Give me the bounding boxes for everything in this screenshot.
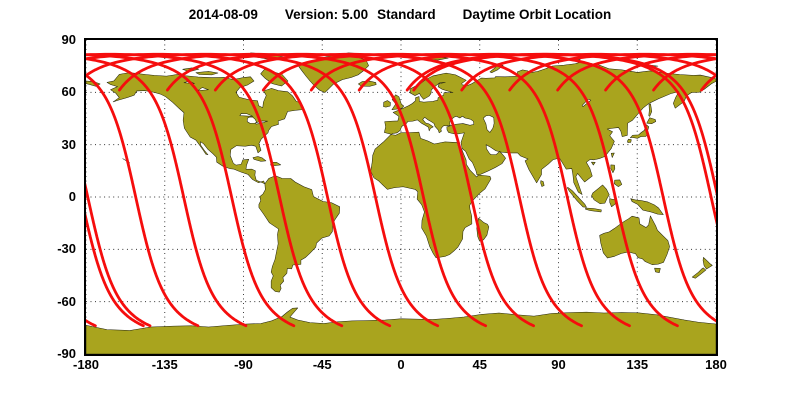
map-svg bbox=[86, 40, 716, 354]
lake bbox=[239, 113, 254, 117]
x-tick-label: 180 bbox=[705, 357, 727, 372]
landmass bbox=[646, 117, 657, 124]
landmass bbox=[106, 72, 304, 185]
landmass bbox=[591, 161, 596, 166]
landmass bbox=[540, 180, 545, 187]
y-tick-label: 30 bbox=[61, 136, 76, 152]
landmass bbox=[566, 187, 587, 208]
orbit-track bbox=[86, 182, 152, 328]
landmass bbox=[630, 198, 664, 215]
x-tick-label: -45 bbox=[312, 357, 332, 372]
landmass bbox=[383, 100, 391, 108]
y-tick-label: -30 bbox=[57, 241, 76, 257]
x-tick-label: 90 bbox=[551, 357, 566, 372]
orbit-track bbox=[86, 73, 200, 328]
lake bbox=[197, 87, 209, 91]
landmass bbox=[591, 184, 610, 205]
landmass bbox=[610, 164, 616, 174]
x-tick-label: 0 bbox=[397, 357, 405, 372]
y-tick-label: -90 bbox=[57, 346, 76, 361]
orbit-track bbox=[405, 52, 716, 226]
landmass bbox=[614, 179, 623, 187]
orbit-track bbox=[357, 52, 716, 323]
orbit-tracks-layer bbox=[86, 52, 716, 328]
x-tick-label: -180 bbox=[72, 357, 100, 372]
title-standard: Standard bbox=[377, 7, 436, 22]
x-tick-label: -90 bbox=[234, 357, 253, 372]
y-tick-label: -60 bbox=[57, 293, 76, 309]
orbit-track bbox=[86, 57, 248, 328]
landmass bbox=[610, 152, 615, 158]
landmass bbox=[258, 175, 341, 293]
landmass bbox=[195, 71, 219, 76]
landmass bbox=[627, 138, 632, 143]
x-tick-label: 45 bbox=[472, 357, 487, 372]
x-tick-label: -135 bbox=[151, 357, 178, 372]
landmass bbox=[252, 156, 267, 162]
landmass bbox=[691, 267, 707, 279]
title-version: Version: 5.00 bbox=[284, 7, 369, 22]
x-tick-label: 135 bbox=[626, 357, 649, 372]
landmass bbox=[654, 267, 661, 273]
orbit-track bbox=[86, 52, 440, 328]
lake bbox=[482, 115, 495, 133]
landmass bbox=[702, 257, 713, 270]
title-name: Daytime Orbit Location bbox=[462, 7, 612, 22]
y-tick-label: 90 bbox=[61, 32, 76, 47]
landmass bbox=[599, 215, 670, 265]
landmass bbox=[585, 207, 602, 213]
y-tick-label: 60 bbox=[61, 84, 76, 100]
orbit-track bbox=[86, 212, 145, 328]
chart-title: 2014-08-09 Version: 5.00 Standard Daytime O… bbox=[0, 7, 800, 22]
y-tick-label: 0 bbox=[68, 189, 76, 204]
landmass bbox=[648, 103, 653, 117]
title-date: 2014-08-09 bbox=[188, 7, 258, 22]
lake bbox=[246, 116, 257, 124]
